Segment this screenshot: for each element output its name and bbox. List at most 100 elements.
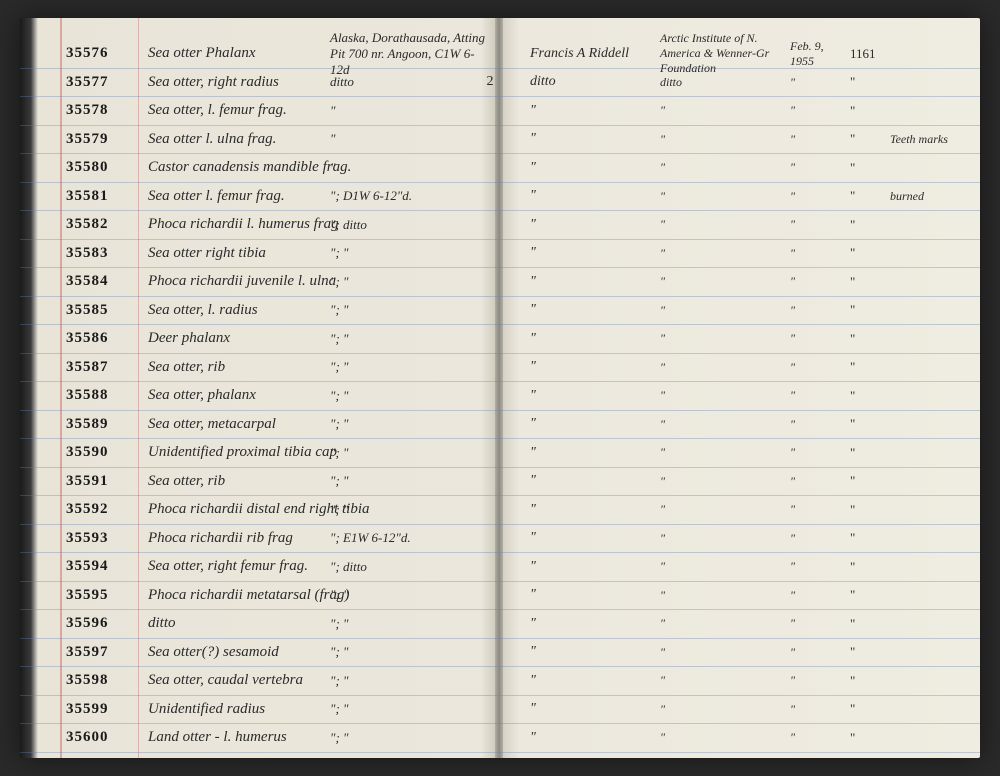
collector: Francis A Riddell (530, 46, 650, 62)
institution: " (660, 217, 790, 232)
ledger-row: 35583Sea otter right tibia"; """"" (20, 240, 980, 269)
collector: " (530, 388, 650, 404)
specimen-id: 35595 (66, 587, 136, 604)
date: " (790, 417, 850, 432)
accession-number: " (850, 302, 890, 318)
specimen-description: Sea otter, rib (148, 359, 328, 376)
specimen-id: 35587 (66, 359, 136, 376)
locality: "; " (330, 730, 490, 746)
locality: "; " (330, 673, 490, 689)
collector: ditto (530, 74, 650, 90)
specimen-id: 35596 (66, 615, 136, 632)
ledger-row: 35584Phoca richardii juvenile l. ulna"; … (20, 268, 980, 297)
collector: " (530, 359, 650, 375)
accession-number: " (850, 559, 890, 575)
locality: "; " (330, 416, 490, 432)
collector: " (530, 245, 650, 261)
institution: " (660, 445, 790, 460)
note: burned (890, 189, 970, 204)
locality: "; " (330, 331, 490, 347)
specimen-description: Phoca richardii metatarsal (frag) (148, 587, 328, 604)
date: " (790, 303, 850, 318)
institution: " (660, 730, 790, 745)
ledger-row: 35597Sea otter(?) sesamoid"; """"" (20, 639, 980, 668)
ledger-row: 35578Sea otter, l. femur frag.""""" (20, 97, 980, 126)
accession-number: " (850, 331, 890, 347)
note: Teeth marks (890, 132, 970, 147)
locality: "; " (330, 359, 490, 375)
date: " (790, 189, 850, 204)
specimen-description: Sea otter, l. femur frag. (148, 102, 328, 119)
collector: " (530, 644, 650, 660)
date: " (790, 75, 850, 90)
specimen-description: Phoca richardii rib frag (148, 530, 328, 547)
date: " (790, 388, 850, 403)
accession-number: " (850, 673, 890, 689)
specimen-description: Unidentified radius (148, 701, 328, 718)
locality: "; " (330, 616, 490, 632)
collector: " (530, 701, 650, 717)
date: " (790, 616, 850, 631)
accession-number: " (850, 530, 890, 546)
ledger-spread: 35576Sea otter PhalanxAlaska, Dorathausa… (20, 18, 980, 758)
institution: " (660, 388, 790, 403)
ledger-row: 35599Unidentified radius"; """"" (20, 696, 980, 725)
accession-number: " (850, 359, 890, 375)
specimen-id: 35577 (66, 74, 136, 91)
specimen-id: 35586 (66, 330, 136, 347)
specimen-description: Land otter - l. humerus (148, 729, 328, 746)
ledger-row: 35579Sea otter l. ulna frag."""""Teeth m… (20, 126, 980, 155)
specimen-description: Deer phalanx (148, 330, 328, 347)
collector: " (530, 530, 650, 546)
locality: " (330, 103, 490, 119)
institution: " (660, 331, 790, 346)
date: " (790, 160, 850, 175)
specimen-id: 35576 (66, 45, 136, 62)
accession-number: " (850, 388, 890, 404)
accession-number: " (850, 274, 890, 290)
date: " (790, 217, 850, 232)
institution: " (660, 673, 790, 688)
locality: "; " (330, 644, 490, 660)
ledger-row: 35576Sea otter PhalanxAlaska, Dorathausa… (20, 40, 980, 69)
specimen-description: Sea otter Phalanx (148, 45, 328, 62)
institution: " (660, 474, 790, 489)
collector: " (530, 188, 650, 204)
specimen-id: 35580 (66, 159, 136, 176)
ledger-row: 35596ditto"; """"" (20, 610, 980, 639)
specimen-description: Sea otter l. ulna frag. (148, 131, 328, 148)
date: " (790, 474, 850, 489)
ledger-row: 35593Phoca richardii rib frag"; E1W 6-12… (20, 525, 980, 554)
specimen-description: Sea otter l. femur frag. (148, 188, 328, 205)
specimen-description: Phoca richardii distal end right tibia (148, 501, 328, 518)
specimen-description: Sea otter, rib (148, 473, 328, 490)
date: " (790, 274, 850, 289)
specimen-id: 35600 (66, 729, 136, 746)
ledger-row: 35590Unidentified proximal tibia cap"; "… (20, 439, 980, 468)
collector: " (530, 559, 650, 575)
locality: " (330, 160, 490, 176)
accession-number: 1161 (850, 46, 890, 62)
institution: " (660, 417, 790, 432)
locality: "; " (330, 302, 490, 318)
specimen-description: Unidentified proximal tibia cap (148, 444, 328, 461)
ledger-row: 35589Sea otter, metacarpal"; """"" (20, 411, 980, 440)
specimen-description: Sea otter, l. radius (148, 302, 328, 319)
specimen-description: Phoca richardii juvenile l. ulna (148, 273, 328, 290)
specimen-id: 35592 (66, 501, 136, 518)
collector: " (530, 730, 650, 746)
institution: " (660, 360, 790, 375)
institution: " (660, 303, 790, 318)
date: " (790, 502, 850, 517)
locality: "; ditto (330, 217, 490, 233)
accession-number: " (850, 502, 890, 518)
institution: " (660, 132, 790, 147)
collector: " (530, 131, 650, 147)
specimen-description: Castor canadensis mandible frag. (148, 159, 328, 176)
specimen-id: 35582 (66, 216, 136, 233)
specimen-id: 35584 (66, 273, 136, 290)
institution: " (660, 103, 790, 118)
accession-number: " (850, 245, 890, 261)
ledger-rows: 35576Sea otter PhalanxAlaska, Dorathausa… (20, 40, 980, 753)
institution: " (660, 246, 790, 261)
